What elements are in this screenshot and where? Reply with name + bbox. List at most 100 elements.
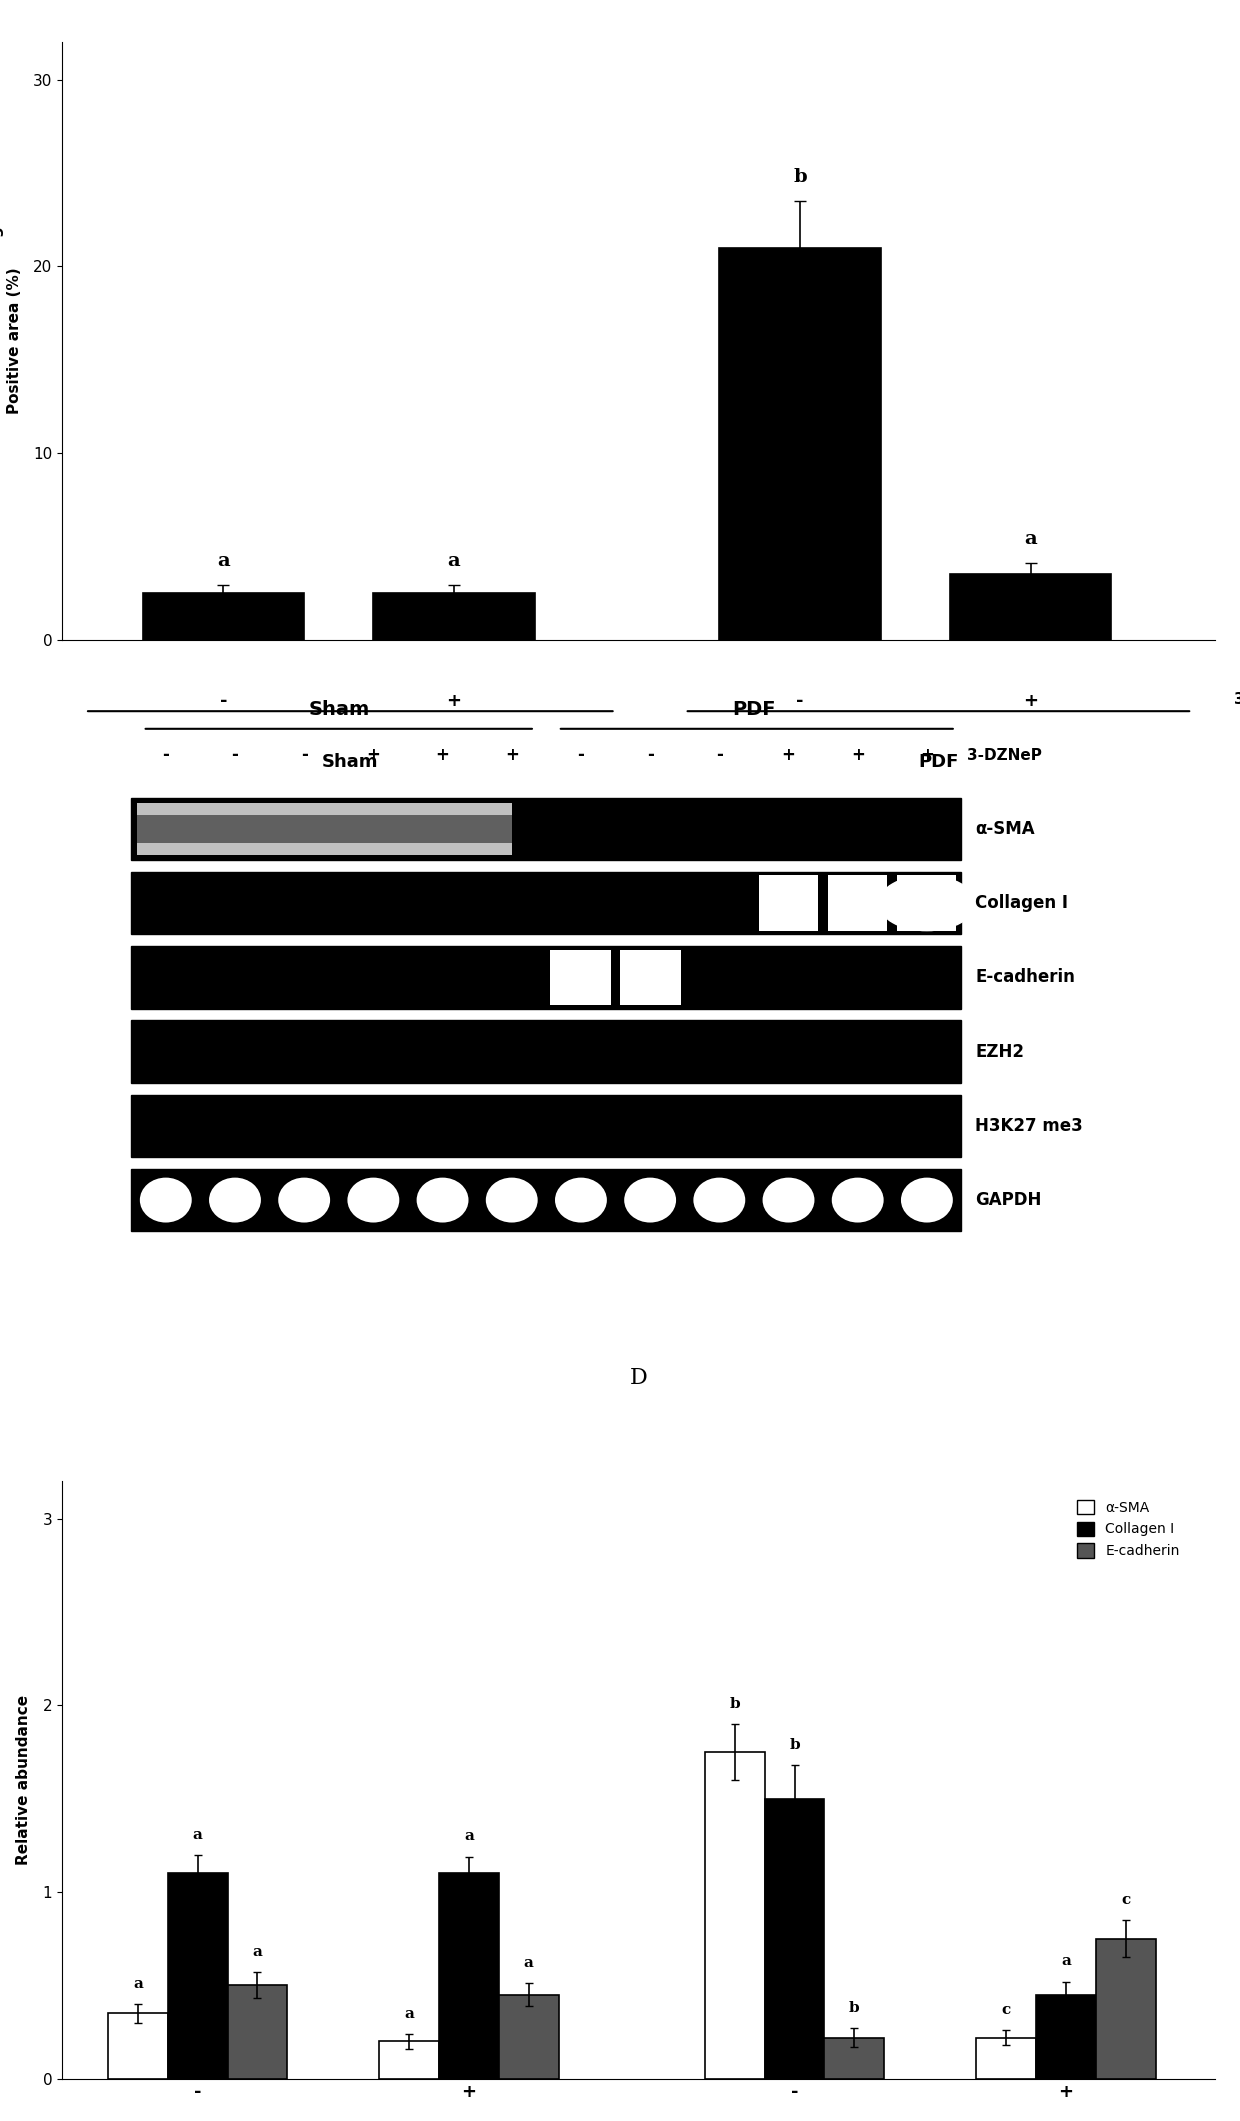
Text: EZH2: EZH2 <box>976 1044 1024 1060</box>
Text: 3-DZNeP: 3-DZNeP <box>967 747 1042 764</box>
Text: Sham: Sham <box>322 753 378 772</box>
Text: +: + <box>781 747 795 764</box>
FancyBboxPatch shape <box>136 804 512 855</box>
Circle shape <box>904 1039 950 1065</box>
Text: a: a <box>448 551 460 571</box>
Ellipse shape <box>347 1177 399 1222</box>
FancyBboxPatch shape <box>620 950 681 1005</box>
Text: -: - <box>232 747 238 764</box>
FancyBboxPatch shape <box>551 950 611 1005</box>
FancyBboxPatch shape <box>131 1169 961 1232</box>
Text: a: a <box>192 1828 202 1841</box>
Text: 3-DZNeP: 3-DZNeP <box>1234 691 1240 706</box>
Circle shape <box>763 1037 815 1067</box>
Text: D: D <box>630 1366 647 1389</box>
Text: -: - <box>715 747 723 764</box>
Text: +: + <box>505 747 518 764</box>
Legend: α-SMA, Collagen I, E-cadherin: α-SMA, Collagen I, E-cadherin <box>1071 1495 1185 1563</box>
Text: PDF: PDF <box>919 753 959 772</box>
Text: c: c <box>1002 2002 1011 2017</box>
Bar <box>498 1994 558 2079</box>
Text: b: b <box>849 2000 859 2015</box>
FancyBboxPatch shape <box>131 797 961 861</box>
Circle shape <box>599 1022 701 1080</box>
Text: -: - <box>647 747 653 764</box>
Bar <box>950 575 1111 641</box>
FancyBboxPatch shape <box>131 1094 961 1158</box>
Text: b: b <box>794 168 807 187</box>
Text: Collagen I: Collagen I <box>976 895 1069 912</box>
Text: a: a <box>133 1977 143 1992</box>
Text: a: a <box>1024 530 1037 547</box>
Bar <box>706 1752 765 2079</box>
Text: b: b <box>729 1697 740 1712</box>
Bar <box>227 1985 288 2079</box>
Text: -: - <box>162 747 169 764</box>
Circle shape <box>696 1111 744 1139</box>
Circle shape <box>843 1118 872 1135</box>
FancyBboxPatch shape <box>131 946 961 1010</box>
Text: C: C <box>630 819 647 840</box>
Circle shape <box>671 1024 768 1080</box>
Ellipse shape <box>278 1177 330 1222</box>
Bar <box>167 1873 227 2079</box>
Text: E-cadherin: E-cadherin <box>976 969 1075 986</box>
Text: a: a <box>523 1956 533 1970</box>
Ellipse shape <box>693 1177 745 1222</box>
Text: Sham: Sham <box>309 700 370 719</box>
Text: a: a <box>464 1830 474 1843</box>
Text: -: - <box>301 747 308 764</box>
Bar <box>719 248 880 641</box>
Text: +: + <box>851 747 864 764</box>
Bar <box>108 2013 167 2079</box>
Bar <box>379 2040 439 2079</box>
Circle shape <box>837 1039 878 1063</box>
Text: b: b <box>790 1737 800 1752</box>
Ellipse shape <box>210 1177 260 1222</box>
Circle shape <box>879 876 975 931</box>
Circle shape <box>615 1105 686 1145</box>
Y-axis label: Relative abundance: Relative abundance <box>16 1695 31 1864</box>
Ellipse shape <box>486 1177 538 1222</box>
Circle shape <box>771 1116 805 1135</box>
Circle shape <box>533 1024 629 1080</box>
Text: `: ` <box>232 1046 238 1056</box>
Ellipse shape <box>832 1177 884 1222</box>
Text: -: - <box>219 691 227 711</box>
Bar <box>143 594 304 641</box>
Text: a: a <box>404 2006 414 2021</box>
FancyBboxPatch shape <box>828 876 887 931</box>
Text: +: + <box>435 747 449 764</box>
Text: c: c <box>1121 1892 1131 1907</box>
FancyBboxPatch shape <box>131 1020 961 1084</box>
Text: +: + <box>920 747 934 764</box>
Ellipse shape <box>417 1177 469 1222</box>
Text: -: - <box>578 747 584 764</box>
Text: PDF: PDF <box>732 700 776 719</box>
Y-axis label: Masson trichrome staining
Positive area (%): Masson trichrome staining Positive area … <box>0 227 22 456</box>
FancyBboxPatch shape <box>759 876 818 931</box>
FancyBboxPatch shape <box>131 872 961 935</box>
Text: +: + <box>1023 691 1038 711</box>
Ellipse shape <box>901 1177 952 1222</box>
Ellipse shape <box>624 1177 676 1222</box>
Ellipse shape <box>556 1177 606 1222</box>
Text: GAPDH: GAPDH <box>976 1192 1042 1209</box>
Bar <box>765 1799 825 2079</box>
Text: -: - <box>796 691 804 711</box>
Ellipse shape <box>763 1177 815 1222</box>
Text: H3K27 me3: H3K27 me3 <box>976 1118 1083 1135</box>
Bar <box>439 1873 498 2079</box>
Circle shape <box>548 1107 614 1145</box>
Bar <box>976 2038 1037 2079</box>
FancyBboxPatch shape <box>136 814 512 842</box>
FancyBboxPatch shape <box>898 876 956 931</box>
Bar <box>1037 1994 1096 2079</box>
Text: a: a <box>217 551 229 571</box>
Text: α-SMA: α-SMA <box>976 821 1035 838</box>
Text: a: a <box>1061 1953 1071 1968</box>
Text: +: + <box>367 747 381 764</box>
Bar <box>1096 1939 1156 2079</box>
Bar <box>373 594 534 641</box>
Text: +: + <box>446 691 461 711</box>
